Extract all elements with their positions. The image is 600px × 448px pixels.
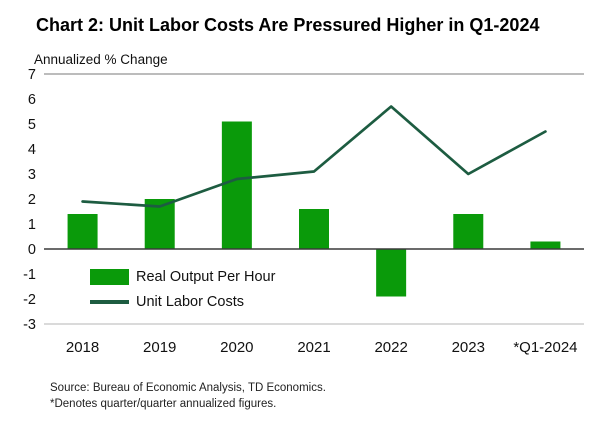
y-tick-label: -1	[23, 267, 36, 283]
legend-label-unit-labor-costs: Unit Labor Costs	[136, 293, 244, 310]
bar-2023	[453, 213, 484, 249]
y-tick-label: 2	[28, 192, 36, 208]
x-axis-label: 2019	[143, 339, 176, 356]
legend: Real Output Per Hour Unit Labor Costs	[90, 268, 276, 319]
x-axis-label: 2022	[374, 339, 407, 356]
y-tick-label: 1	[28, 217, 36, 233]
bar-2021	[299, 208, 329, 249]
bar-*Q1-2024	[530, 241, 561, 249]
y-tick-label: 4	[28, 142, 36, 158]
bar-2018	[67, 213, 98, 249]
source-line: Source: Bureau of Economic Analysis, TD …	[50, 381, 326, 394]
y-tick-label: 6	[28, 92, 36, 108]
legend-bar-swatch	[90, 268, 129, 285]
y-tick-label: -2	[23, 292, 36, 308]
legend-item-unit-labor-costs: Unit Labor Costs	[90, 294, 275, 310]
legend-label-real-output: Real Output Per Hour	[136, 268, 276, 285]
x-axis-label: 2018	[66, 339, 99, 356]
footer: Source: Bureau of Economic Analysis, TD …	[50, 380, 590, 413]
chart-area: 7 6 5 4 3 2 1 0 -1 -2 -3 2018 2019 2020 2021 2022 2023 *Q…	[10, 67, 590, 366]
y-tick-label: 3	[28, 167, 36, 183]
unit-labor-costs-line	[81, 104, 547, 208]
bar-2022	[376, 248, 407, 297]
footnote-line: *Denotes quarter/quarter annualized figu…	[50, 398, 277, 411]
x-axis-label: 2020	[220, 339, 253, 356]
legend-line-swatch	[90, 300, 129, 304]
legend-item-real-output: Real Output Per Hour	[90, 268, 276, 285]
y-tick-label: 7	[28, 69, 36, 83]
x-axis-label: 2021	[297, 339, 330, 356]
x-axis-label: *Q1-2024	[513, 339, 577, 356]
y-tick-label: -3	[23, 317, 36, 333]
y-tick-label: 0	[28, 242, 36, 258]
bar-2020	[221, 121, 252, 249]
axis-unit-label: Annualized % Change	[34, 51, 168, 67]
combo-chart: 7 6 5 4 3 2 1 0 -1 -2 -3 2018 2019 2020 2021 2022 2023 *Q…	[23, 67, 584, 356]
x-axis-label: 2023	[452, 339, 485, 356]
chart-title: Chart 2: Unit Labor Costs Are Pressured …	[36, 15, 540, 35]
y-tick-label: 5	[28, 117, 36, 133]
